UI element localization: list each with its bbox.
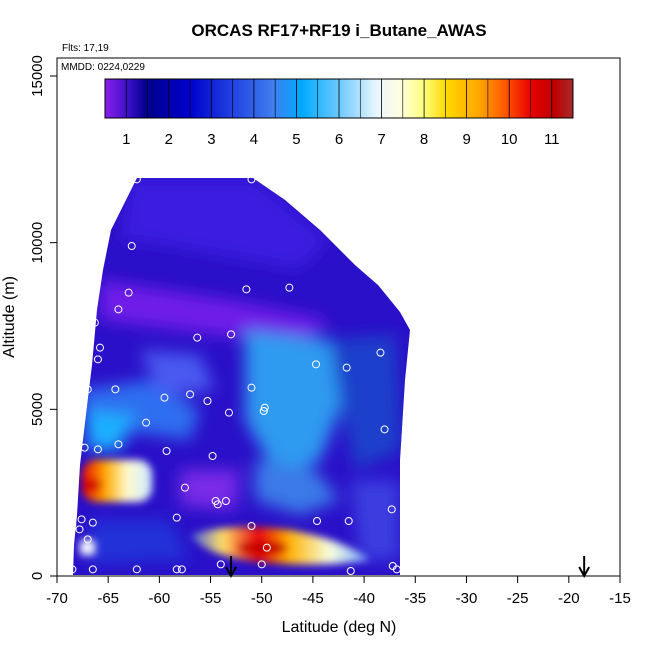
sample-point bbox=[342, 363, 351, 372]
colorbar-tick-label: 3 bbox=[207, 131, 215, 148]
colorbar-tick-label: 10 bbox=[501, 131, 518, 148]
arrow-marker bbox=[578, 556, 591, 579]
sample-point bbox=[68, 520, 77, 529]
sample-point bbox=[262, 543, 271, 552]
sample-point bbox=[132, 565, 141, 574]
sample-point bbox=[186, 390, 195, 399]
x-axis: -70 -65 -60 -55 -50 -45 -40 -35 -30 -25 -20 -15 bbox=[46, 575, 631, 607]
sample-point bbox=[93, 355, 102, 364]
sample-point bbox=[127, 242, 136, 250]
sample-point bbox=[180, 483, 189, 492]
sample-point bbox=[216, 560, 225, 569]
date-note: MMDD: 0224,0229 bbox=[61, 62, 145, 73]
sample-point bbox=[88, 565, 97, 574]
sample-point bbox=[177, 565, 186, 574]
y-tick-label: 0 bbox=[29, 572, 46, 580]
sample-point bbox=[83, 385, 92, 394]
x-tick-label: -55 bbox=[200, 590, 222, 607]
sample-point bbox=[387, 505, 396, 514]
x-tick-label: -40 bbox=[353, 590, 375, 607]
colorbar-tick-label: 4 bbox=[250, 131, 258, 148]
sample-point bbox=[75, 525, 84, 534]
x-axis-label: Latitude (deg N) bbox=[282, 619, 397, 636]
sample-point bbox=[260, 403, 269, 412]
sample-point bbox=[247, 383, 256, 392]
colorbar-tick-label: 11 bbox=[544, 131, 560, 148]
x-tick-label: -65 bbox=[97, 590, 119, 607]
y-axis: 0 5000 10000 15000 bbox=[29, 55, 58, 580]
sample-point bbox=[346, 567, 355, 575]
sample-point bbox=[242, 285, 251, 294]
sample-point bbox=[193, 333, 202, 342]
sample-point bbox=[162, 447, 171, 455]
sample-point bbox=[388, 562, 397, 570]
y-tick-label: 15000 bbox=[29, 55, 46, 97]
chart-title: ORCAS RF17+RF19 i_Butane_AWAS bbox=[191, 21, 486, 40]
sample-point bbox=[221, 497, 230, 505]
sample-point bbox=[259, 407, 268, 415]
x-tick-label: -70 bbox=[46, 590, 68, 607]
colorbar-tick-label: 8 bbox=[420, 131, 428, 148]
sample-markers bbox=[68, 175, 401, 575]
sample-point bbox=[311, 360, 320, 369]
sample-point bbox=[247, 175, 256, 184]
sample-point bbox=[80, 443, 89, 452]
sample-point bbox=[313, 517, 322, 525]
heatmap-curtain bbox=[73, 178, 410, 575]
sample-point bbox=[68, 565, 77, 574]
colorbar-tick-label: 5 bbox=[292, 131, 300, 148]
colorbar: 1 2 3 4 5 6 7 8 9 10 11 bbox=[104, 78, 574, 148]
sample-point bbox=[160, 393, 169, 402]
sample-point bbox=[285, 283, 294, 292]
sample-point bbox=[376, 348, 385, 357]
sample-point bbox=[380, 425, 389, 434]
sample-point bbox=[93, 445, 102, 454]
sample-point bbox=[257, 560, 266, 569]
y-axis-label: Altitude (m) bbox=[1, 276, 18, 358]
colorbar-tick-label: 7 bbox=[377, 131, 385, 148]
sample-point bbox=[114, 305, 123, 314]
sample-point bbox=[208, 452, 217, 460]
x-tick-label: -60 bbox=[149, 590, 171, 607]
colorbar-tick-label: 2 bbox=[165, 131, 173, 148]
sample-point bbox=[142, 418, 151, 427]
sample-point bbox=[132, 175, 141, 184]
x-tick-label: -30 bbox=[456, 590, 478, 607]
x-tick-label: -50 bbox=[251, 590, 273, 607]
sample-point bbox=[83, 535, 92, 544]
sample-point bbox=[203, 397, 212, 405]
colorbar-tick-label: 6 bbox=[335, 131, 343, 148]
x-tick-label: -35 bbox=[404, 590, 426, 607]
sample-point bbox=[172, 565, 181, 574]
sample-point bbox=[344, 517, 353, 525]
sample-point bbox=[124, 288, 133, 297]
flights-note: Flts: 17,19 bbox=[62, 43, 109, 54]
sample-point bbox=[90, 318, 99, 327]
sample-point bbox=[247, 522, 256, 530]
sample-point bbox=[172, 513, 181, 522]
colorbar-tick-label: 9 bbox=[462, 131, 470, 148]
colorbar-tick-label: 1 bbox=[122, 131, 130, 148]
sample-point bbox=[95, 343, 104, 352]
y-tick-label: 10000 bbox=[29, 222, 46, 264]
sample-point bbox=[224, 408, 233, 417]
sample-point bbox=[114, 440, 123, 449]
sample-point bbox=[227, 330, 236, 339]
x-tick-label: -25 bbox=[507, 590, 529, 607]
y-tick-label: 5000 bbox=[29, 393, 46, 426]
x-tick-label: -20 bbox=[558, 590, 580, 607]
sample-point bbox=[213, 500, 222, 509]
x-tick-label: -15 bbox=[609, 590, 631, 607]
sample-point bbox=[111, 385, 120, 394]
sample-point bbox=[77, 515, 86, 524]
sample-point bbox=[88, 518, 97, 527]
x-tick-label: -45 bbox=[302, 590, 324, 607]
